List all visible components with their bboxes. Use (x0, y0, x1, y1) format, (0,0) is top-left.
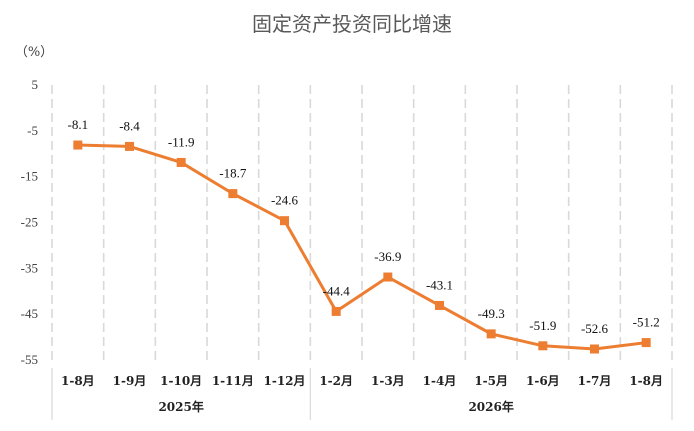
data-point-marker (590, 344, 599, 354)
data-point-marker (538, 341, 548, 351)
x-tick-label: 1-8月 (629, 374, 663, 388)
group-label: 2025年 (158, 399, 203, 414)
data-label: -51.2 (633, 315, 660, 330)
x-tick-label: 1-10月 (160, 374, 202, 388)
grid-layer (51, 85, 673, 360)
data-point-marker (176, 157, 186, 167)
data-point-marker (383, 272, 393, 282)
y-tick-label: -25 (21, 215, 38, 230)
y-tick-label: -15 (21, 169, 38, 184)
data-label: -44.4 (323, 283, 351, 298)
x-tick-label: 1-3月 (371, 374, 405, 388)
data-label: -11.9 (168, 134, 195, 149)
x-tick-label: 1-4月 (423, 374, 457, 388)
y-tick-label: -55 (21, 352, 38, 367)
data-label: -36.9 (374, 249, 401, 264)
x-tick-label: 1-11月 (212, 374, 254, 388)
data-point-marker (435, 300, 444, 310)
y-tick-label: -5 (27, 123, 38, 138)
axis-layer: 5 -5 -15 -25 -35 -45 -55 1-8月 1-9月 1-10月 1-11月 1-12… (21, 77, 673, 420)
chart-title: 固定资产投资同比增速 (252, 12, 452, 36)
x-tick-label: 1-7月 (578, 374, 612, 388)
data-point-marker (125, 141, 134, 151)
x-tick-label: 1-2月 (319, 374, 353, 388)
data-point-marker (280, 216, 289, 226)
x-tick-label: 1-5月 (474, 374, 508, 388)
label-layer: -8.1 -8.4 -11.9 -18.7 -24.6 -44.4 -36.9 -43.1 -4… (68, 117, 660, 336)
series-layer (73, 140, 651, 354)
data-label: -18.7 (219, 166, 247, 181)
data-label: -24.6 (271, 193, 299, 208)
series-line (76, 143, 648, 351)
data-label: -8.4 (119, 118, 140, 133)
group-label: 2026年 (468, 399, 513, 414)
x-tick-label: 1-12月 (263, 374, 305, 388)
data-point-marker (331, 306, 341, 316)
x-tick-label: 1-6月 (526, 374, 560, 388)
data-point-marker (73, 140, 83, 150)
y-tick-label: -35 (21, 260, 38, 275)
data-point-marker (641, 338, 651, 348)
y-tick-label: -45 (21, 306, 38, 321)
data-label: -49.3 (478, 306, 505, 321)
y-axis-unit: （%） (15, 45, 53, 60)
data-point-marker (486, 329, 496, 339)
data-label: -51.9 (529, 318, 556, 333)
data-label: -43.1 (426, 277, 453, 292)
data-point-marker (228, 189, 238, 199)
x-tick-label: 1-9月 (113, 374, 147, 388)
y-tick-label: 5 (32, 77, 39, 92)
x-tick-label: 1-8月 (61, 374, 95, 388)
data-label: -8.1 (68, 117, 89, 132)
data-label: -52.6 (581, 321, 609, 336)
